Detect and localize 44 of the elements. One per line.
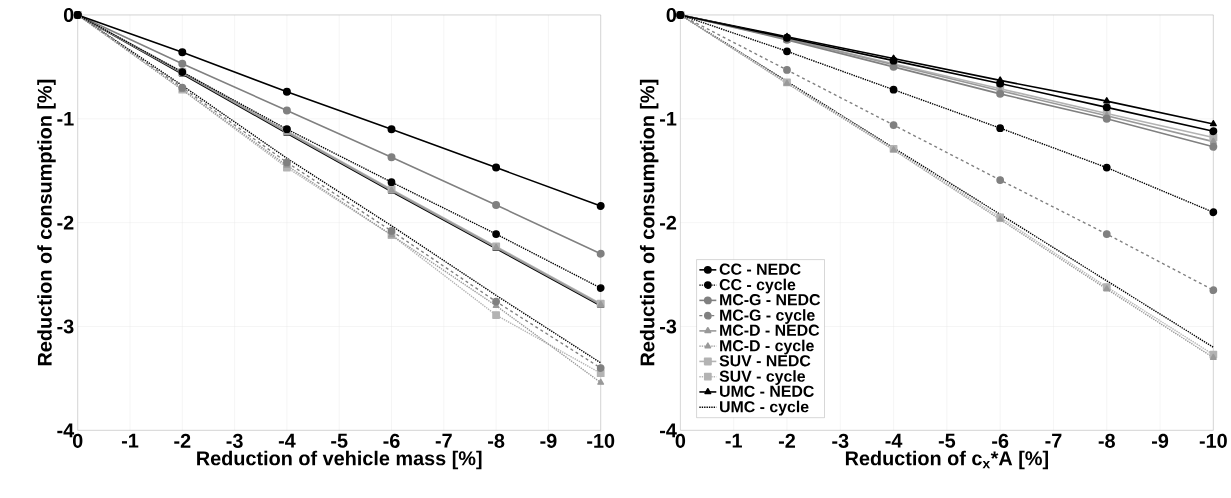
y-tick-label: -1 xyxy=(660,111,677,126)
y-axis-title: Reduction of consumption [%] xyxy=(37,79,56,366)
x-tick-label: -1 xyxy=(121,433,139,448)
y-tick-label: -1 xyxy=(57,111,74,126)
y-tick-label: -4 xyxy=(57,423,75,438)
legend-label: MC-G - cycle xyxy=(720,309,815,324)
y-tick-label: -2 xyxy=(57,215,74,230)
x-axis-title: Reduction of c$_{x}$*A [%] xyxy=(845,450,1048,470)
y-tick-label: -3 xyxy=(660,319,677,334)
y-tick-label: -3 xyxy=(57,319,74,334)
x-tick-label: -8 xyxy=(1098,433,1115,448)
x-tick-label: -6 xyxy=(383,433,400,448)
legend-label: CC - cycle xyxy=(719,278,796,294)
x-tick-label: -9 xyxy=(540,433,557,448)
x-tick-label: -1 xyxy=(725,433,742,448)
x-axis-title: Reduction of vehicle mass [%] xyxy=(197,450,482,470)
legend-label: SUV - NEDC xyxy=(719,355,811,367)
x-tick-label: -2 xyxy=(778,433,796,448)
x-tick-label: -4 xyxy=(885,433,903,448)
y-tick-label: 0 xyxy=(63,7,74,22)
x-tick-label: -3 xyxy=(226,433,243,448)
x-tick-label: -8 xyxy=(488,433,505,448)
x-tick-label: -10 xyxy=(1199,433,1227,448)
x-tick-label: -5 xyxy=(938,433,956,448)
legend-label: MC-D - NEDC xyxy=(720,324,820,336)
x-tick-label: -7 xyxy=(435,433,452,448)
x-tick-label: -5 xyxy=(331,433,348,448)
y-axis-title: Reduction of consumption [%] xyxy=(639,79,659,366)
x-tick-label: -2 xyxy=(174,433,191,448)
x-tick-label: -9 xyxy=(1152,433,1169,448)
legend-label: UMC - cycle xyxy=(720,400,809,416)
x-tick-label: -4 xyxy=(278,433,296,448)
x-tick-label: -7 xyxy=(1045,433,1062,448)
x-tick-label: -10 xyxy=(587,433,615,448)
y-tick-label: -4 xyxy=(660,423,677,438)
legend-label: UMC - NEDC xyxy=(720,385,814,397)
y-tick-label: -2 xyxy=(660,215,677,230)
y-tick-label: 0 xyxy=(666,7,677,22)
legend-label: MC-D - cycle xyxy=(720,339,814,355)
x-tick-label: -3 xyxy=(832,433,849,448)
legend-label: CC - NEDC xyxy=(719,263,801,275)
legend-label: SUV - cycle xyxy=(719,370,806,385)
x-tick-label: -6 xyxy=(992,433,1009,448)
legend-label: MC-G - NEDC xyxy=(720,294,821,306)
